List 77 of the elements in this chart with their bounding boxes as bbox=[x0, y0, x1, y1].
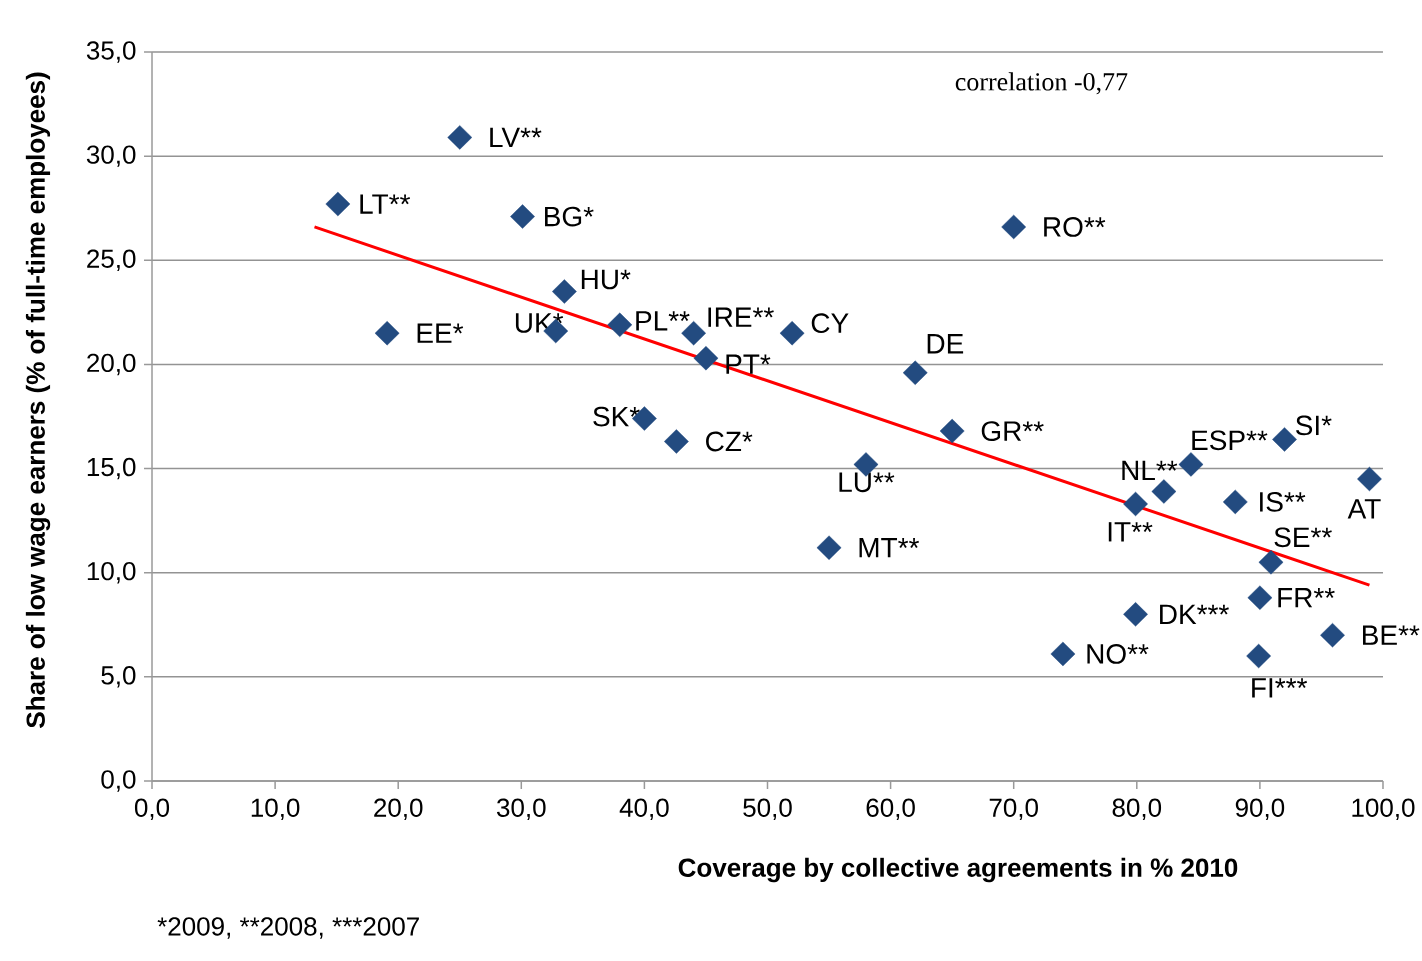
point bbox=[1123, 602, 1148, 627]
point bbox=[1272, 427, 1297, 452]
annotation: AT bbox=[1347, 499, 1381, 519]
x-tick-label: 30,0 bbox=[496, 798, 546, 820]
x-tick-label: 100,0 bbox=[1352, 798, 1415, 820]
point bbox=[1258, 550, 1284, 575]
point bbox=[552, 279, 577, 304]
annotation: BG* bbox=[545, 206, 594, 227]
y-tick-label: 0,0 bbox=[101, 770, 136, 792]
annotation: PL** bbox=[636, 311, 690, 331]
x-tick-label: 20,0 bbox=[374, 798, 423, 820]
annotation: CY bbox=[811, 313, 849, 334]
y-tick-label: 25,0 bbox=[87, 249, 136, 272]
annotation: FR** bbox=[1278, 588, 1335, 608]
y-axis-title: Share of low wage earners (% of full-time employees) bbox=[25, 72, 51, 728]
x-tick-label: 80,0 bbox=[1112, 798, 1162, 820]
text: *2009, bbox=[157, 917, 230, 939]
annotation: CZ* bbox=[706, 431, 753, 452]
point bbox=[510, 204, 535, 229]
x-tick-label: 60,0 bbox=[866, 798, 915, 820]
annotation: LT** bbox=[360, 194, 411, 214]
annotation: SI* bbox=[1295, 415, 1332, 436]
annotation: LV** bbox=[490, 127, 542, 148]
x-tick-label: 0,0 bbox=[134, 798, 170, 820]
annotation: ESP** bbox=[1192, 430, 1268, 451]
annotation: DE bbox=[927, 334, 964, 354]
annotation: SE** bbox=[1274, 527, 1332, 548]
annotation: FI*** bbox=[1252, 678, 1308, 698]
annotation: PT* bbox=[726, 354, 771, 374]
x-tick-label: 10,0 bbox=[251, 798, 300, 820]
point bbox=[374, 320, 400, 346]
y-tick-label: 10,0 bbox=[87, 561, 136, 584]
point bbox=[1178, 452, 1204, 477]
y-tick-label: 15,0 bbox=[87, 457, 136, 480]
annotation: IT** bbox=[1108, 522, 1153, 542]
annotation: LU** bbox=[839, 472, 895, 493]
x-tick-label: 50,0 bbox=[743, 798, 792, 820]
y-tick-label: 35,0 bbox=[86, 41, 136, 63]
point bbox=[1357, 466, 1382, 492]
point bbox=[447, 125, 473, 150]
annotation: IS** bbox=[1260, 491, 1306, 512]
point bbox=[607, 312, 633, 338]
annotation: RO** bbox=[1044, 217, 1106, 237]
x-tick-label: 90,0 bbox=[1235, 798, 1285, 820]
point bbox=[1246, 643, 1272, 669]
point bbox=[1320, 622, 1345, 648]
annotation: IRE** bbox=[708, 307, 774, 327]
annotation: DK*** bbox=[1160, 604, 1229, 624]
annotation: BE** bbox=[1363, 625, 1420, 645]
y-tick-label: 5,0 bbox=[101, 666, 136, 688]
point bbox=[1247, 585, 1273, 610]
annotation: EE* bbox=[417, 323, 464, 343]
point bbox=[1050, 641, 1076, 667]
point bbox=[816, 535, 842, 560]
y-tick-label: 30,0 bbox=[86, 145, 136, 167]
point bbox=[693, 345, 719, 371]
point bbox=[325, 191, 351, 217]
text: ***2007 bbox=[332, 917, 419, 936]
x-axis-title: Coverage by collective agreements in % 2010 bbox=[678, 857, 1238, 883]
point bbox=[1151, 479, 1177, 504]
point bbox=[1222, 489, 1248, 515]
y-tick-label: 20,0 bbox=[87, 353, 136, 376]
point bbox=[779, 320, 805, 346]
point bbox=[1123, 491, 1148, 517]
annotation: NL** bbox=[1122, 460, 1178, 481]
point bbox=[902, 360, 928, 385]
annotation: GR** bbox=[981, 421, 1044, 441]
point bbox=[939, 418, 965, 444]
point bbox=[664, 429, 689, 454]
x-tick-label: 40,0 bbox=[619, 798, 669, 820]
x-tick-label: 70,0 bbox=[989, 798, 1038, 820]
annotation: NO** bbox=[1087, 644, 1149, 664]
text: **2008, bbox=[239, 917, 323, 939]
annotation: MT** bbox=[859, 538, 920, 558]
annotation: correlation -0,77 bbox=[955, 72, 1128, 95]
annotation: HU* bbox=[581, 269, 631, 290]
point bbox=[1001, 214, 1027, 240]
